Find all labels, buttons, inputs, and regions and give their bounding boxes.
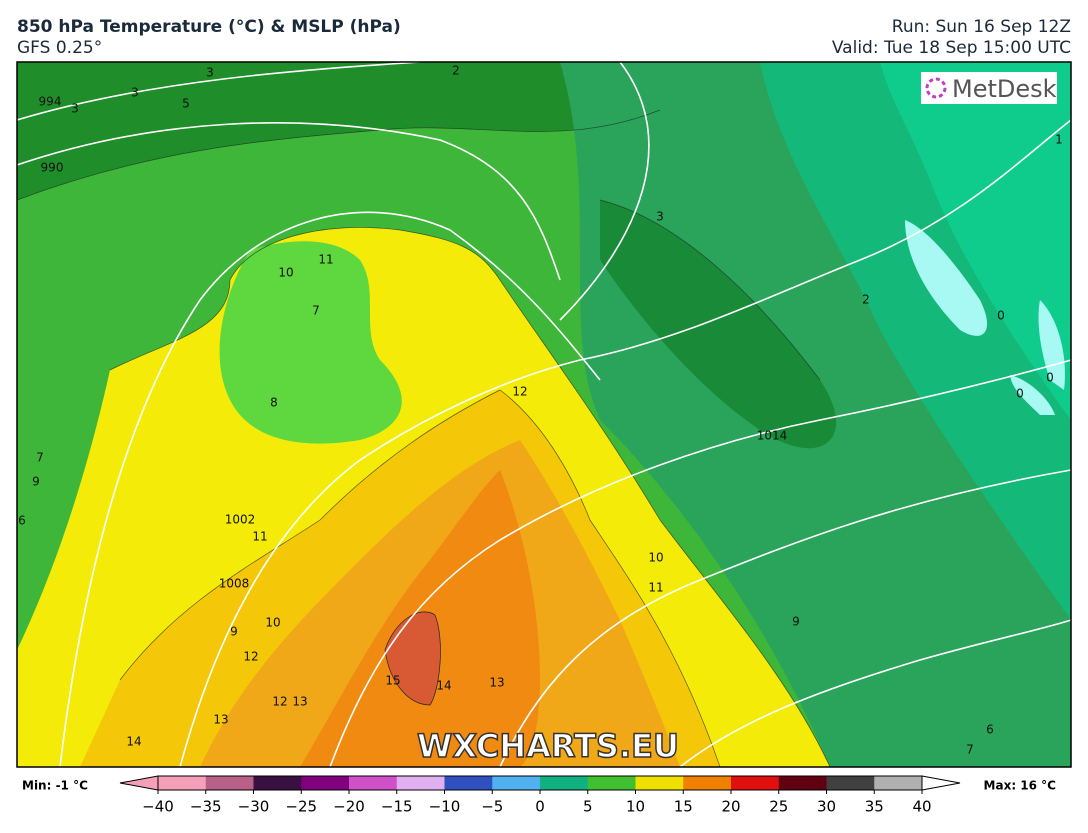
colorbar-segment xyxy=(826,776,875,790)
contour-label: 0 xyxy=(1016,387,1024,401)
colorbar-tick-label: −10 xyxy=(429,798,461,816)
contour-label: 2 xyxy=(452,64,460,78)
contour-label: 990 xyxy=(41,161,64,175)
colorbar-segment xyxy=(492,776,541,790)
contour-label: 6 xyxy=(986,723,994,737)
colorbar-min: Min: -1 °C xyxy=(22,779,88,793)
contour-label: 13 xyxy=(213,713,228,727)
colorbar-tick-label: 5 xyxy=(583,798,593,816)
colorbar-tick-label: −35 xyxy=(190,798,222,816)
colorbar-tick-label: 30 xyxy=(817,798,836,816)
colorbar-tick-label: 15 xyxy=(674,798,693,816)
colorbar-tick-label: 35 xyxy=(865,798,884,816)
colorbar-tick-label: 0 xyxy=(535,798,545,816)
colorbar-segment xyxy=(683,776,732,790)
colorbar-segment xyxy=(778,776,827,790)
contour-label: 1 xyxy=(1055,133,1063,147)
contour-label: 12 xyxy=(243,650,258,664)
valid: Valid: Tue 18 Sep 15:00 UTC xyxy=(832,38,1071,58)
contour-label: 14 xyxy=(126,735,141,749)
contour-label: 3 xyxy=(71,102,79,116)
map: 994 990 1014 1008 1002 3 3 2 3 5 10 11 7… xyxy=(17,62,1071,767)
colorbar-tick-label: −5 xyxy=(481,798,503,816)
colorbar-tick-label: 40 xyxy=(912,798,931,816)
contour-label: 14 xyxy=(436,679,451,693)
contour-label: 7 xyxy=(36,451,44,465)
title: 850 hPa Temperature (°C) & MSLP (hPa) xyxy=(17,17,401,37)
contour-label: 11 xyxy=(318,253,333,267)
contour-label: 7 xyxy=(966,743,974,757)
contour-label: 1014 xyxy=(757,429,788,443)
contour-label: 12 xyxy=(272,695,287,709)
contour-label: 5 xyxy=(182,97,190,111)
contour-label: 11 xyxy=(648,581,663,595)
colorbar-segment xyxy=(253,776,302,790)
contour-label: 0 xyxy=(1046,371,1054,385)
colorbar-tick-label: −15 xyxy=(381,798,413,816)
contour-label: 6 xyxy=(18,514,26,528)
contour-label: 3 xyxy=(206,66,214,80)
contour-label: 10 xyxy=(278,266,293,280)
colorbar-tick-label: 25 xyxy=(769,798,788,816)
contour-label: 2 xyxy=(862,293,870,307)
colorbar-segment xyxy=(540,776,589,790)
colorbar-end xyxy=(921,775,961,791)
colorbar-segment xyxy=(587,776,636,790)
contour-label: 15 xyxy=(385,674,400,688)
contour-label: 1002 xyxy=(225,513,256,527)
map-frame xyxy=(16,61,1072,768)
contour-label: 1008 xyxy=(219,577,250,591)
contour-label: 9 xyxy=(230,625,238,639)
contour-label: 0 xyxy=(997,309,1005,323)
contour-label: 13 xyxy=(292,695,307,709)
colorbar: −40 −35 −30 −25 −20 −15 −10 −5 0 5 10 15 20 25 30 35 40 xyxy=(119,775,961,816)
colorbar-segment xyxy=(158,776,207,790)
colorbar-end xyxy=(119,775,159,791)
contour-label: 12 xyxy=(512,385,527,399)
colorbar-segment xyxy=(635,776,684,790)
contour-label: 13 xyxy=(489,676,504,690)
colorbar-segment xyxy=(874,776,923,790)
colorbar-tick-label: 20 xyxy=(721,798,740,816)
model: GFS 0.25° xyxy=(17,38,102,58)
contour-label: 3 xyxy=(131,86,139,100)
colorbar-tick-label: −40 xyxy=(142,798,174,816)
contour-label: 9 xyxy=(32,475,40,489)
colorbar-segment xyxy=(205,776,254,790)
contour-label: 10 xyxy=(648,551,663,565)
colorbar-tick-label: 10 xyxy=(626,798,645,816)
contour-label: 994 xyxy=(39,95,62,109)
contour-label: 9 xyxy=(792,615,800,629)
contour-label: 10 xyxy=(265,616,280,630)
contour-label: 3 xyxy=(656,210,664,224)
colorbar-segment xyxy=(301,776,350,790)
logo: MetDesk xyxy=(952,75,1057,103)
colorbar-tick-label: −25 xyxy=(285,798,317,816)
logo-icon xyxy=(925,77,947,99)
colorbar-segment xyxy=(731,776,780,790)
watermark: WXCHARTS.EU xyxy=(417,727,679,765)
run: Run: Sun 16 Sep 12Z xyxy=(892,17,1071,37)
contour-label: 7 xyxy=(312,304,320,318)
colorbar-segment xyxy=(396,776,445,790)
colorbar-max: Max: 16 °C xyxy=(984,779,1057,793)
contour-label: 8 xyxy=(270,396,278,410)
colorbar-segment xyxy=(444,776,493,790)
colorbar-tick-label: −30 xyxy=(238,798,270,816)
colorbar-segment xyxy=(349,776,398,790)
colorbar-tick-label: −20 xyxy=(333,798,365,816)
contour-label: 11 xyxy=(252,530,267,544)
